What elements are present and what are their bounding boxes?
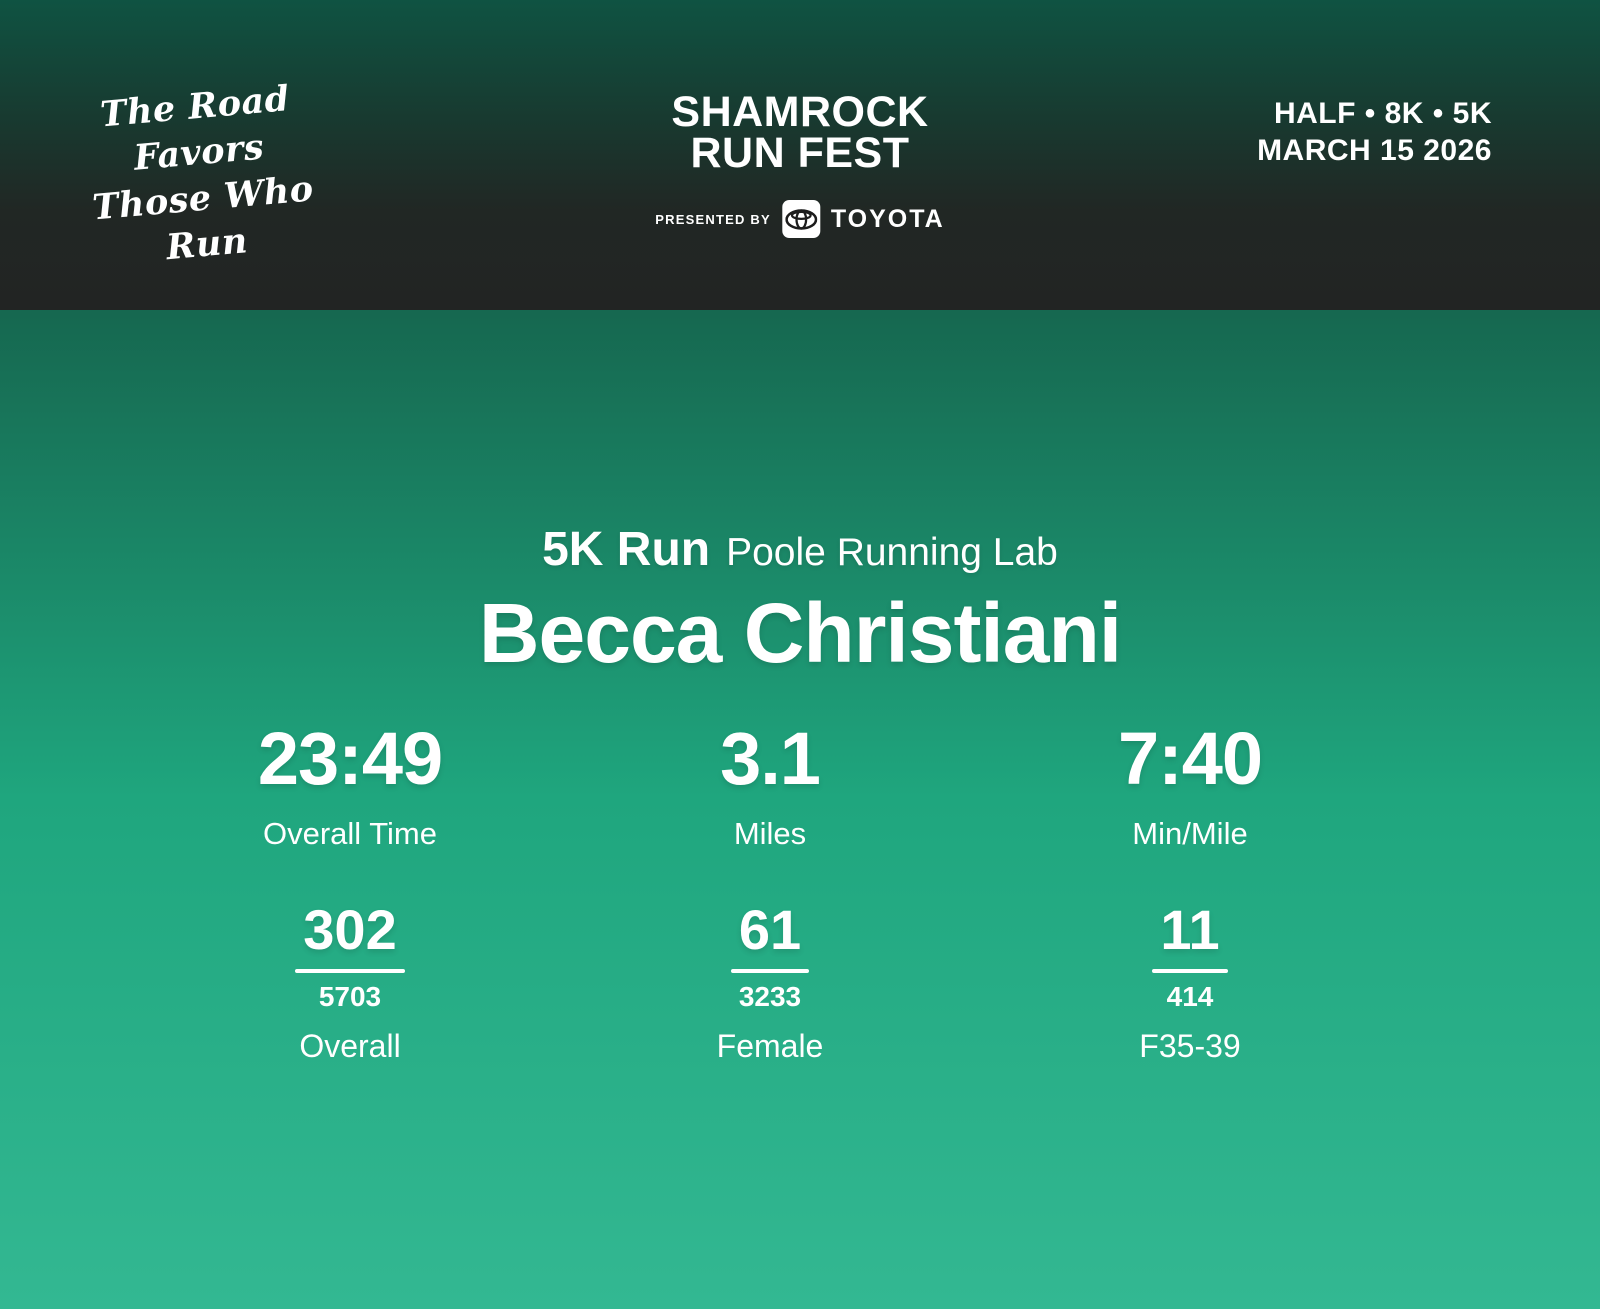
stat-value: 23:49 bbox=[257, 717, 443, 800]
event-logo-title: SHAMROCK RUN FEST bbox=[655, 88, 944, 177]
race-distances: HALF • 8K • 5K bbox=[1273, 97, 1492, 130]
race-distances-and-date: HALF • 8K • 5K MARCH 15 2026 bbox=[1257, 97, 1492, 168]
rankings-row: 302 5703 Overall 61 3233 Female 11 41 bbox=[140, 902, 1400, 1065]
stat-miles: 3.1 Miles bbox=[560, 722, 980, 852]
rank-category: Female bbox=[716, 1028, 824, 1064]
fraction-divider bbox=[1152, 969, 1228, 973]
toyota-emblem-icon bbox=[781, 200, 820, 238]
team-name: Poole Running Lab bbox=[726, 531, 1058, 574]
rank-fraction: 61 3233 bbox=[730, 898, 810, 1012]
shamrock-run-fest-logo: SHAMROCK RUN FEST PRESENTED BY TOYOTA bbox=[655, 88, 944, 238]
rank-category: F35-39 bbox=[1139, 1028, 1241, 1064]
stat-overall-time: 23:49 Overall Time bbox=[140, 722, 560, 852]
rank-female: 61 3233 Female bbox=[560, 902, 980, 1065]
rank-fraction: 11 414 bbox=[1152, 898, 1228, 1012]
rank-overall: 302 5703 Overall bbox=[140, 902, 560, 1065]
rank-place: 11 bbox=[1160, 898, 1220, 961]
stat-value: 3.1 bbox=[720, 717, 821, 800]
sponsor-row: PRESENTED BY TOYOTA bbox=[655, 200, 944, 238]
event-line: 5K Run Poole Running Lab bbox=[0, 522, 1600, 577]
fraction-divider bbox=[295, 969, 405, 973]
stat-label: Miles bbox=[733, 816, 807, 851]
race-name: 5K Run bbox=[542, 523, 711, 576]
stat-label: Overall Time bbox=[263, 816, 437, 851]
result-section: 5K Run Poole Running Lab Becca Christian… bbox=[0, 310, 1600, 1309]
event-tagline: The Road Favors Those Who Run bbox=[49, 72, 354, 281]
rank-place: 302 bbox=[303, 898, 397, 961]
stats-row: 23:49 Overall Time 3.1 Miles 7:40 Min/Mi… bbox=[140, 722, 1400, 852]
stat-value: 7:40 bbox=[1117, 717, 1263, 800]
athlete-name: Becca Christiani bbox=[478, 586, 1122, 680]
logo-line-2: RUN FEST bbox=[690, 129, 910, 177]
stat-pace: 7:40 Min/Mile bbox=[980, 722, 1400, 852]
fraction-divider bbox=[730, 969, 810, 973]
event-header: The Road Favors Those Who Run SHAMROCK R… bbox=[0, 0, 1600, 310]
rank-category: Overall bbox=[299, 1028, 401, 1064]
rank-age-group: 11 414 F35-39 bbox=[980, 902, 1400, 1065]
rank-total: 3233 bbox=[738, 981, 802, 1012]
rank-place: 61 bbox=[738, 898, 802, 961]
sponsor-name: TOYOTA bbox=[830, 204, 945, 233]
stat-label: Min/Mile bbox=[1132, 816, 1248, 851]
rank-fraction: 302 5703 bbox=[295, 898, 405, 1012]
presented-by-label: PRESENTED BY bbox=[655, 211, 771, 227]
rank-total: 5703 bbox=[318, 981, 382, 1012]
logo-line-1: SHAMROCK bbox=[671, 88, 929, 136]
rank-total: 414 bbox=[1166, 981, 1214, 1012]
event-date: MARCH 15 2026 bbox=[1257, 134, 1492, 167]
